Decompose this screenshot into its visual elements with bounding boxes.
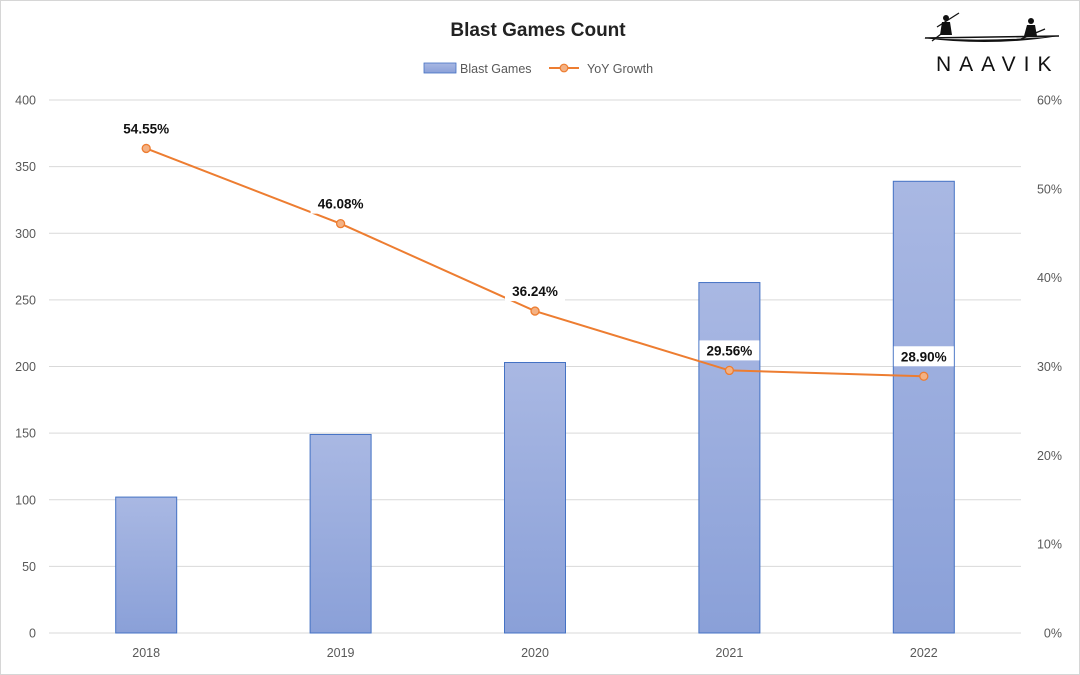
y-left-tick-label: 400 <box>15 94 36 108</box>
data-label-bg <box>699 340 760 361</box>
bars <box>115 180 955 634</box>
y-right-tick-label: 10% <box>1037 538 1062 552</box>
bar <box>504 362 566 634</box>
y-right-tick-label: 20% <box>1037 449 1062 463</box>
data-label-bg <box>893 346 954 367</box>
data-label: 29.56% <box>707 343 753 358</box>
naavik-logo: NAAVIK <box>923 12 1060 76</box>
x-tick-label: 2018 <box>132 646 160 660</box>
y-left-tick-label: 200 <box>15 360 36 374</box>
boat-rowers-icon <box>923 12 1060 43</box>
growth-series-line <box>145 147 924 378</box>
legend-swatch-bar <box>423 62 457 74</box>
brand-name: NAAVIK <box>936 53 1059 76</box>
growth-point <box>530 306 540 316</box>
y-left-tick-label: 350 <box>15 160 36 174</box>
legend-marker <box>559 63 569 73</box>
data-label: 28.90% <box>901 349 947 364</box>
growth-line <box>141 143 929 381</box>
data-label-bg <box>116 118 177 139</box>
y-left-tick-label: 300 <box>15 227 36 241</box>
data-labels: 54.55% 46.08% 36.24% 29.56% 28.90% <box>116 118 954 367</box>
data-label: 36.24% <box>512 284 558 299</box>
y-right-tick-label: 0% <box>1044 627 1062 641</box>
bar <box>892 180 955 634</box>
y-left-tick-label: 150 <box>15 427 36 441</box>
growth-point <box>919 371 929 381</box>
legend: Blast Games YoY Growth <box>423 62 653 76</box>
x-tick-label: 2022 <box>910 646 938 660</box>
bar <box>698 282 761 634</box>
bar <box>115 496 178 634</box>
y-right-tick-label: 40% <box>1037 271 1062 285</box>
bar <box>309 433 372 634</box>
data-label-bg <box>505 281 565 302</box>
x-tick-label: 2020 <box>521 646 549 660</box>
growth-point <box>141 143 151 154</box>
data-label: 46.08% <box>318 197 364 212</box>
legend-label-bar: Blast Games <box>460 62 532 76</box>
legend-label-line: YoY Growth <box>587 62 653 76</box>
y-left-tick-label: 100 <box>15 493 36 507</box>
growth-point <box>724 365 735 376</box>
y-right-tick-label: 50% <box>1037 182 1062 196</box>
growth-point <box>335 219 346 229</box>
data-label-bg <box>310 193 371 214</box>
axes: 0 50 100 150 200 250 300 350 400 0% 10% 20% 30% 40% 50… <box>15 94 1062 661</box>
y-right-tick-label: 30% <box>1037 360 1062 374</box>
data-label: 54.55% <box>123 121 169 136</box>
y-right-tick-label: 60% <box>1037 94 1062 108</box>
x-tick-label: 2021 <box>715 646 743 660</box>
chart-title: Blast Games Count <box>450 20 626 41</box>
x-tick-label: 2019 <box>327 646 355 660</box>
y-left-tick-label: 0 <box>29 627 36 641</box>
y-left-tick-label: 250 <box>15 293 36 307</box>
y-left-tick-label: 50 <box>22 560 36 574</box>
